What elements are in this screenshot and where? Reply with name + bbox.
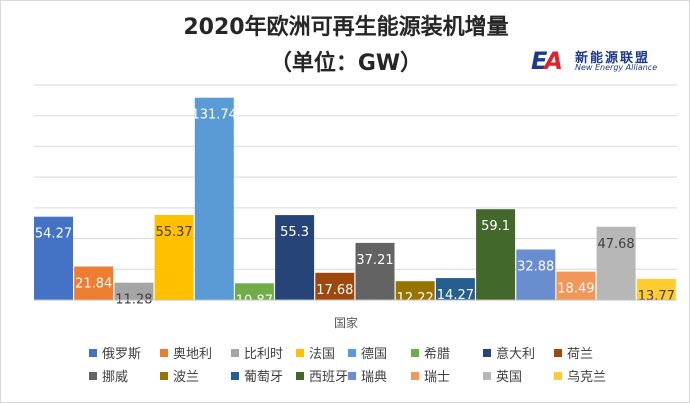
bar-10: [395, 281, 435, 300]
legend-swatch: [483, 372, 491, 380]
legend-label: 瑞典: [361, 370, 388, 385]
legend-swatch: [296, 349, 304, 357]
bar-14: [556, 271, 596, 300]
legend-label: 西班牙: [309, 370, 349, 385]
legend-swatch: [160, 349, 168, 357]
legend-item-8: 荷兰: [554, 343, 594, 362]
legend-label: 波兰: [173, 370, 200, 385]
bar-13: [516, 249, 556, 300]
data-label-4: 55.37: [155, 225, 192, 240]
legend-swatch: [483, 349, 491, 357]
legend-label: 德国: [361, 347, 388, 362]
data-label-11: 14.27: [437, 288, 474, 303]
data-label-9: 37.21: [356, 253, 393, 268]
chart-subtitle: （单位：GW）: [269, 51, 423, 76]
legend-swatch: [348, 372, 356, 380]
legend-item-12: 西班牙: [296, 366, 349, 385]
data-label-15: 47.68: [597, 237, 634, 252]
legend-swatch: [296, 372, 304, 380]
legend-item-15: 英国: [483, 366, 523, 385]
bar-2: [74, 266, 114, 300]
legend-item-14: 瑞士: [411, 366, 451, 385]
legend-swatch: [89, 372, 97, 380]
legend-swatch: [231, 372, 239, 380]
bar-15: [596, 226, 636, 300]
legend-swatch: [231, 349, 239, 357]
legend-item-7: 意大利: [483, 343, 536, 362]
bar-7: [275, 215, 315, 300]
legend-label: 荷兰: [567, 347, 594, 362]
legend-item-5: 德国: [348, 343, 388, 362]
bar-4: [154, 215, 194, 300]
data-label-14: 18.49: [557, 282, 594, 297]
legend-label: 法国: [309, 347, 336, 362]
data-label-1: 54.27: [35, 227, 72, 242]
data-label-8: 17.68: [316, 283, 353, 298]
legend-label: 瑞士: [424, 370, 451, 385]
legend-item-11: 葡萄牙: [231, 366, 284, 385]
data-label-12: 59.1: [481, 219, 510, 234]
legend-swatch: [348, 349, 356, 357]
legend-item-4: 法国: [296, 343, 336, 362]
bar-16: [636, 278, 676, 300]
legend-label: 英国: [496, 370, 523, 385]
legend-item-10: 波兰: [160, 366, 200, 385]
legend-swatch: [554, 349, 562, 357]
legend-item-3: 比利时: [231, 343, 284, 362]
legend-label: 比利时: [244, 347, 284, 362]
legend-label: 挪威: [102, 370, 129, 385]
legend-label: 俄罗斯: [102, 347, 142, 362]
data-label-6: 10.87: [236, 293, 273, 308]
x-axis-label: 国家: [333, 316, 358, 330]
data-label-5: 131.74: [191, 108, 237, 123]
legend-swatch: [554, 372, 562, 380]
legend-swatch: [160, 372, 168, 380]
logo-name-cn: 新能源联盟: [575, 51, 651, 66]
legend-label: 葡萄牙: [244, 370, 284, 385]
data-label-2: 21.84: [75, 277, 112, 292]
logo-mark-a: A: [544, 47, 562, 75]
legend-item-13: 瑞典: [348, 366, 388, 385]
bar-8: [315, 272, 355, 300]
bar-3: [114, 282, 154, 300]
bar-11: [435, 278, 475, 300]
legend-item-6: 希腊: [411, 343, 451, 362]
logo-mark: EA: [531, 47, 563, 75]
logo-name-en: New Energy Alliance: [575, 63, 658, 72]
legend-swatch: [411, 372, 419, 380]
legend-label: 希腊: [424, 347, 451, 362]
new-energy-alliance-logo: EA 新能源联盟 New Energy Alliance: [523, 45, 685, 77]
data-label-13: 32.88: [517, 260, 554, 275]
data-label-10: 12.22: [397, 291, 434, 306]
legend-label: 意大利: [496, 347, 536, 362]
legend-label: 乌克兰: [567, 370, 607, 385]
bar-9: [355, 242, 395, 300]
bar-5: [194, 97, 234, 300]
legend-item-1: 俄罗斯: [89, 343, 142, 362]
logo-mark-e: E: [531, 47, 548, 75]
legend-item-2: 奥地利: [160, 343, 213, 362]
legend-label: 奥地利: [173, 347, 213, 362]
legend-swatch: [89, 349, 97, 357]
data-label-7: 55.3: [280, 225, 309, 240]
legend-item-9: 挪威: [89, 366, 129, 385]
chart-title: 2020年欧洲可再生能源装机增量: [183, 15, 509, 40]
bar-6: [234, 283, 274, 300]
bar-12: [476, 209, 516, 300]
data-label-16: 13.77: [638, 289, 675, 304]
bar-1: [34, 216, 73, 300]
legend-item-16: 乌克兰: [554, 366, 607, 385]
legend-swatch: [411, 349, 419, 357]
